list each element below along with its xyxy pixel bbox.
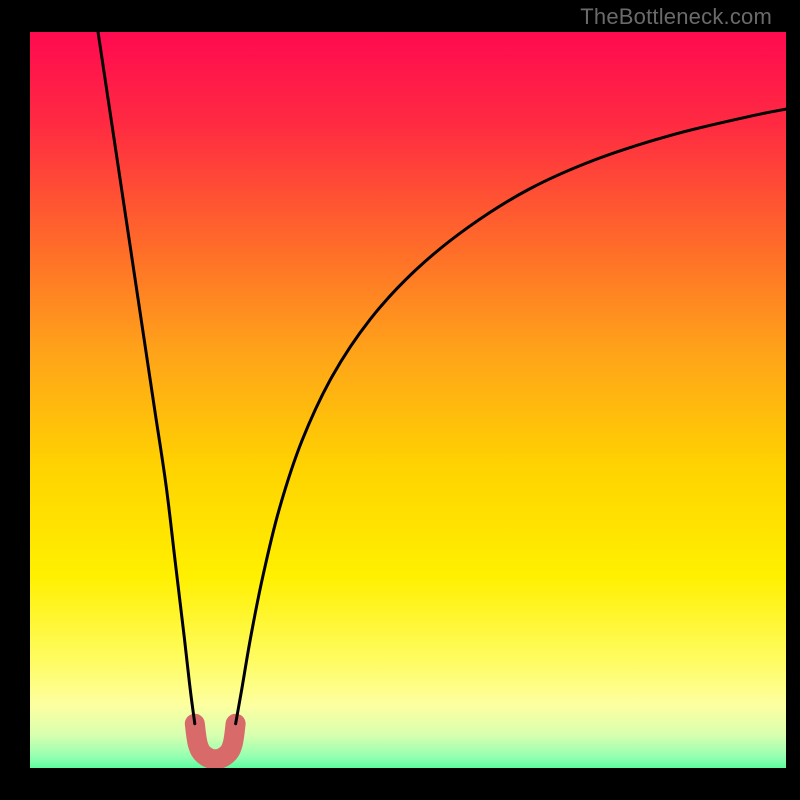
- valley-marker: [195, 724, 236, 760]
- curve-right-branch: [236, 109, 786, 724]
- watermark-text: TheBottleneck.com: [580, 4, 772, 30]
- border-left: [0, 32, 30, 768]
- curve-left-branch: [98, 32, 195, 724]
- border-right: [786, 32, 800, 768]
- curve-layer: [30, 32, 786, 768]
- border-bottom: [0, 768, 800, 800]
- chart-frame: TheBottleneck.com: [0, 0, 800, 800]
- plot-area: [30, 32, 786, 768]
